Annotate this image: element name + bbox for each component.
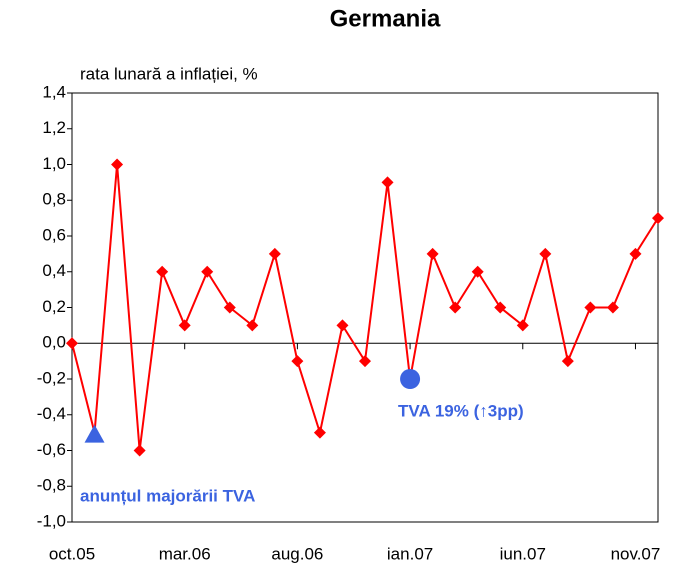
x-tick-label: nov.07 <box>611 544 661 563</box>
point <box>381 176 394 189</box>
point <box>426 247 439 260</box>
y-tick-label: 0,4 <box>42 261 66 280</box>
y-tick-label: 1,0 <box>42 154 66 173</box>
point <box>223 301 236 314</box>
point <box>246 319 259 332</box>
x-tick-label: iun.07 <box>500 544 546 563</box>
point <box>111 158 124 171</box>
y-tick-label: 0,6 <box>42 225 66 244</box>
point <box>201 265 214 278</box>
point <box>291 355 304 368</box>
y-axis-label: rata lunară a inflației, % <box>80 64 258 83</box>
y-tick-label: 0,0 <box>42 333 66 352</box>
series-line <box>71 164 659 451</box>
point <box>516 319 529 332</box>
annotation: anunțul majorării TVA <box>80 486 255 505</box>
point <box>268 247 281 260</box>
y-tick-label: 0,8 <box>42 190 66 209</box>
point <box>539 247 552 260</box>
point <box>156 265 169 278</box>
y-tick-label: 0,2 <box>42 297 66 316</box>
point <box>652 212 664 225</box>
x-tick-label: oct.05 <box>49 544 95 563</box>
point <box>494 301 507 314</box>
point <box>584 301 597 314</box>
point <box>313 426 326 439</box>
highlight-marker <box>84 424 105 443</box>
y-tick-label: -1,0 <box>37 511 66 530</box>
point <box>133 444 146 457</box>
y-tick-label: -0,4 <box>37 404 66 423</box>
y-tick-label: 1,4 <box>42 82 66 101</box>
y-tick-label: 1,2 <box>42 118 66 137</box>
highlight-marker <box>400 369 421 389</box>
plot-frame <box>71 92 659 523</box>
point <box>178 319 191 332</box>
y-tick-label: -0,8 <box>37 476 66 495</box>
point <box>606 301 619 314</box>
point <box>629 247 642 260</box>
chart-title: Germania <box>330 5 441 32</box>
annotation: TVA 19% (↑3pp) <box>398 401 524 420</box>
point <box>359 355 371 368</box>
y-tick-label: -0,2 <box>37 368 66 387</box>
y-tick-label: -0,6 <box>37 440 66 459</box>
x-tick-label: ian.07 <box>387 544 433 563</box>
point <box>449 301 462 314</box>
point <box>561 355 574 368</box>
point <box>336 319 349 332</box>
point <box>66 337 78 350</box>
point <box>471 265 484 278</box>
x-tick-label: aug.06 <box>271 544 323 563</box>
x-tick-label: mar.06 <box>159 544 211 563</box>
